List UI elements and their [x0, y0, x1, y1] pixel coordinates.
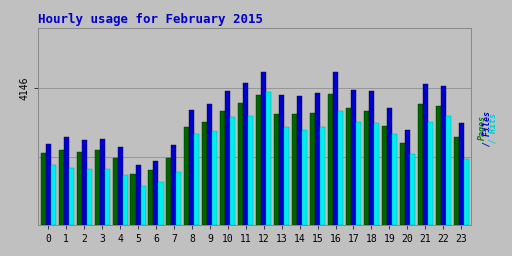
Bar	[131, 174, 136, 225]
Bar	[95, 150, 100, 225]
Bar	[243, 83, 248, 225]
Bar	[382, 126, 387, 225]
Bar	[202, 122, 207, 225]
Bar	[51, 165, 56, 225]
Text: Hourly usage for February 2015: Hourly usage for February 2015	[38, 13, 263, 26]
Bar	[387, 108, 392, 225]
Bar	[338, 111, 343, 225]
Bar	[189, 110, 195, 225]
Bar	[274, 114, 279, 225]
Bar	[238, 103, 243, 225]
Bar	[207, 104, 212, 225]
Bar	[220, 111, 225, 225]
Text: / Files: / Files	[483, 111, 492, 145]
Bar	[159, 182, 163, 225]
Bar	[328, 94, 333, 225]
Bar	[77, 152, 82, 225]
Bar	[364, 111, 369, 225]
Bar	[446, 115, 451, 225]
Text: Pages / Files / Hits: Pages / Files / Hits	[482, 122, 484, 134]
Bar	[122, 175, 127, 225]
Bar	[261, 72, 266, 225]
Bar	[212, 131, 218, 225]
Bar	[279, 95, 284, 225]
Bar	[315, 93, 320, 225]
Bar	[302, 130, 307, 225]
Bar	[113, 158, 118, 225]
Bar	[459, 123, 464, 225]
Bar	[333, 72, 338, 225]
Bar	[320, 127, 325, 225]
Bar	[297, 96, 302, 225]
Bar	[82, 140, 87, 225]
Bar	[256, 94, 261, 225]
Bar	[266, 92, 271, 225]
Bar	[400, 143, 405, 225]
Bar	[392, 134, 397, 225]
Bar	[148, 170, 154, 225]
Bar	[41, 153, 46, 225]
Bar	[177, 172, 181, 225]
Text: / Hits: / Hits	[488, 113, 497, 143]
Bar	[63, 137, 69, 225]
Bar	[166, 158, 172, 225]
Bar	[418, 104, 423, 225]
Bar	[292, 114, 297, 225]
Bar	[154, 161, 159, 225]
Bar	[436, 106, 441, 225]
Bar	[423, 84, 428, 225]
Bar	[104, 169, 110, 225]
Bar	[225, 91, 230, 225]
Bar	[195, 134, 200, 225]
Bar	[136, 165, 141, 225]
Bar	[100, 139, 104, 225]
Bar	[428, 122, 433, 225]
Bar	[356, 122, 361, 225]
Text: Pages: Pages	[478, 115, 487, 141]
Bar	[118, 147, 122, 225]
Bar	[351, 90, 356, 225]
Bar	[410, 154, 415, 225]
Bar	[369, 91, 374, 225]
Bar	[184, 127, 189, 225]
Bar	[441, 86, 446, 225]
Bar	[310, 113, 315, 225]
Bar	[141, 186, 145, 225]
Bar	[405, 130, 410, 225]
Bar	[59, 150, 63, 225]
Bar	[46, 144, 51, 225]
Bar	[284, 127, 289, 225]
Bar	[374, 123, 379, 225]
Bar	[172, 145, 177, 225]
Bar	[464, 159, 468, 225]
Bar	[69, 168, 74, 225]
Bar	[87, 169, 92, 225]
Bar	[248, 115, 253, 225]
Bar	[230, 117, 236, 225]
Bar	[454, 137, 459, 225]
Bar	[346, 108, 351, 225]
